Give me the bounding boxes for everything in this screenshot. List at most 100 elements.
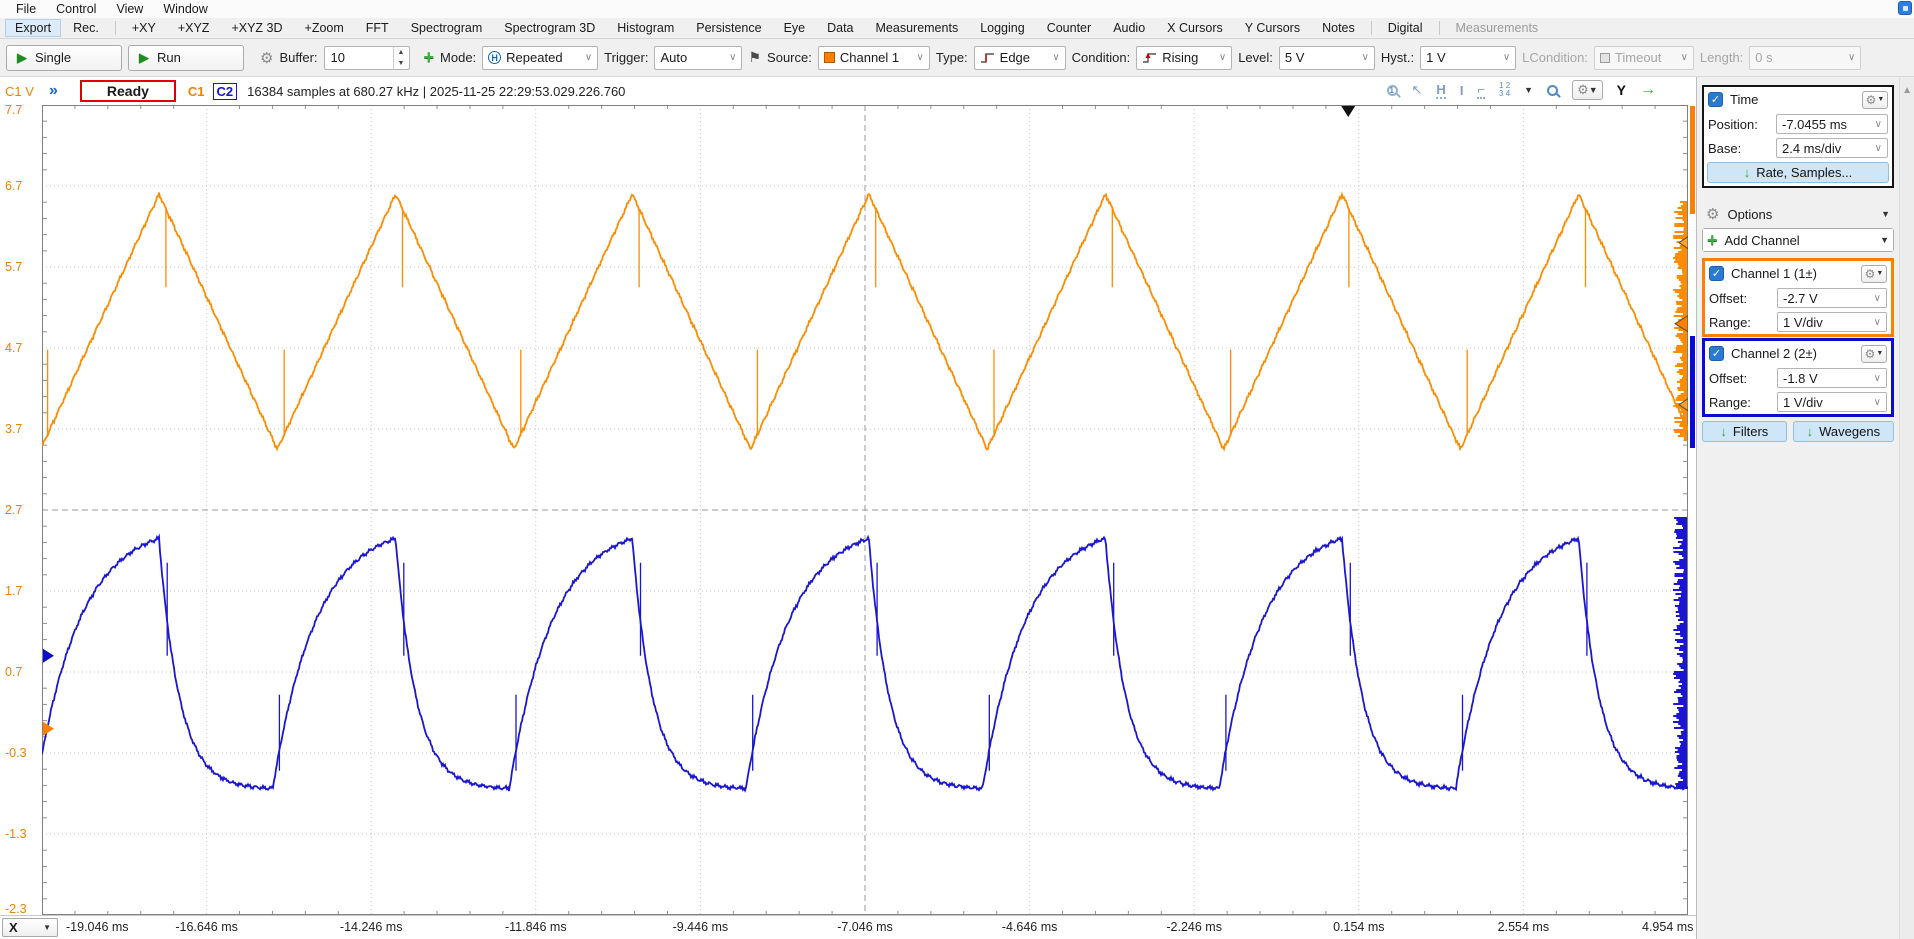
- level-select[interactable]: 5 V ∨: [1278, 45, 1375, 70]
- tab--zoom[interactable]: +Zoom: [304, 21, 344, 35]
- time-settings-button[interactable]: ⚙ ▼: [1862, 90, 1888, 109]
- scroll-up-icon[interactable]: ▲: [1902, 85, 1912, 96]
- time-checkbox[interactable]: ✓: [1708, 92, 1723, 107]
- trigger-select[interactable]: Auto ∨: [654, 45, 743, 70]
- scope-toolbar: ▶ Single ▶ Run ⚙ Buffer: 10 ▲ ▼ + Mode: H…: [0, 39, 1914, 77]
- tab-persistence[interactable]: Persistence: [696, 21, 762, 35]
- menu-item-file[interactable]: File: [16, 2, 37, 16]
- wavegens-button[interactable]: ↓ Wavegens: [1792, 421, 1894, 442]
- source-value: Channel 1: [839, 50, 900, 65]
- zoom-one-icon[interactable]: 1: [1386, 84, 1398, 96]
- tab--xyz[interactable]: +XYZ: [177, 21, 210, 35]
- menu-item-window[interactable]: Window: [163, 2, 208, 16]
- step-down-icon[interactable]: ▼: [397, 59, 405, 67]
- single-button-label: Single: [35, 50, 72, 65]
- channel1-tag[interactable]: C1: [187, 83, 205, 99]
- tab--xy[interactable]: +XY: [131, 21, 156, 35]
- channel1-range-value: 1 V/div: [1783, 314, 1823, 330]
- tab-audio[interactable]: Audio: [1113, 21, 1146, 35]
- y-scroll-channel2[interactable]: [1690, 336, 1695, 448]
- tab-spectrogram[interactable]: Spectrogram: [410, 21, 483, 35]
- zoom-icon[interactable]: [1547, 84, 1559, 96]
- tab-y-cursors[interactable]: Y Cursors: [1244, 21, 1301, 35]
- base-select[interactable]: 2.4 ms/div ∨: [1776, 138, 1888, 158]
- channel1-glitches: [46, 208, 1587, 436]
- mode-label: Mode:: [440, 50, 477, 65]
- channel2-ground-marker: [43, 648, 54, 663]
- plot-canvas[interactable]: [41, 104, 1689, 916]
- channel1-checkbox[interactable]: ✓: [1709, 266, 1724, 281]
- plot-settings-button[interactable]: ⚙ ▼: [1572, 80, 1603, 100]
- app-corner-icon[interactable]: [1898, 1, 1912, 15]
- tab-fft[interactable]: FFT: [365, 21, 389, 35]
- add-channel-button[interactable]: + Add Channel ▼: [1702, 228, 1894, 252]
- rate-samples-button[interactable]: ↓ Rate, Samples...: [1707, 162, 1889, 183]
- tab-counter[interactable]: Counter: [1046, 21, 1092, 35]
- channel1-settings-button[interactable]: ⚙ ▼: [1861, 264, 1887, 283]
- expand-chevrons-icon[interactable]: »: [49, 82, 58, 99]
- channel2-range-select[interactable]: 1 V/div ∨: [1777, 392, 1887, 412]
- waveform-plot[interactable]: [41, 104, 1689, 916]
- tab-x-cursors[interactable]: X Cursors: [1167, 21, 1223, 35]
- y-axis-button[interactable]: Y: [1616, 82, 1626, 98]
- condition-select[interactable]: Rising ∨: [1136, 45, 1233, 70]
- tab-separator: [114, 21, 116, 35]
- menu-item-view[interactable]: View: [116, 2, 144, 16]
- tab-digital[interactable]: Digital: [1387, 21, 1423, 35]
- y-tick-label: 7.7: [5, 103, 23, 117]
- buffer-label: Buffer:: [279, 50, 318, 65]
- tab-spectrogram-3d[interactable]: Spectrogram 3D: [504, 21, 596, 35]
- edge-measure-icon[interactable]: ⌐: [1477, 81, 1486, 99]
- vertical-measure-icon[interactable]: I: [1459, 82, 1464, 98]
- single-button[interactable]: ▶ Single: [6, 44, 122, 71]
- menu-item-control[interactable]: Control: [56, 2, 97, 16]
- pan-right-icon[interactable]: →: [1640, 81, 1656, 98]
- horizontal-measure-icon[interactable]: H: [1436, 81, 1446, 99]
- tab-eye[interactable]: Eye: [783, 21, 806, 35]
- position-select[interactable]: -7.0455 ms ∨: [1776, 114, 1888, 134]
- tab-notes[interactable]: Notes: [1322, 21, 1355, 35]
- filters-button[interactable]: ↓ Filters: [1702, 421, 1787, 442]
- tab-export[interactable]: Export: [5, 19, 62, 37]
- caret-down-icon: ▼: [1881, 209, 1890, 219]
- stepper-arrows[interactable]: ▲ ▼: [392, 46, 409, 69]
- channel2-checkbox[interactable]: ✓: [1709, 346, 1724, 361]
- channel1-offset-value: -2.7 V: [1783, 290, 1818, 306]
- tab--xyz-3d[interactable]: +XYZ 3D: [231, 21, 283, 35]
- channel2-settings-button[interactable]: ⚙ ▼: [1861, 344, 1887, 363]
- tab-measurements[interactable]: Measurements: [1455, 21, 1539, 35]
- tab-rec-[interactable]: Rec.: [73, 21, 99, 35]
- caret-down-icon[interactable]: ▼: [1524, 85, 1534, 95]
- x-axis-button[interactable]: X ▼: [2, 918, 58, 937]
- trigger-value: Auto: [660, 50, 688, 65]
- type-select[interactable]: Edge ∨: [973, 45, 1066, 70]
- mode-select[interactable]: H Repeated ∨: [482, 45, 599, 70]
- run-button[interactable]: ▶ Run: [128, 44, 244, 71]
- buffer-stepper[interactable]: 10 ▲ ▼: [323, 45, 410, 70]
- tab-logging[interactable]: Logging: [980, 21, 1025, 35]
- trigger-flag-icon[interactable]: ⚑: [748, 49, 762, 65]
- repeated-icon: H: [488, 51, 502, 64]
- panel-scrollbar[interactable]: ▲: [1899, 77, 1914, 939]
- down-arrow-icon: ↓: [1806, 424, 1814, 439]
- plus-icon: +: [1707, 229, 1718, 250]
- channels-1234-icon[interactable]: 1 2 3 4: [1499, 81, 1511, 98]
- buffer-gear-icon[interactable]: ⚙: [260, 49, 274, 67]
- tab-measurements[interactable]: Measurements: [875, 21, 959, 35]
- source-select[interactable]: Channel 1 ∨: [817, 45, 930, 70]
- tab-histogram[interactable]: Histogram: [617, 21, 675, 35]
- caret-down-icon: ▼: [43, 923, 51, 932]
- tab-data[interactable]: Data: [827, 21, 854, 35]
- x-tick-label: 0.154 ms: [1333, 920, 1385, 934]
- channel2-offset-select[interactable]: -1.8 V ∨: [1777, 368, 1887, 388]
- hysteresis-select[interactable]: 1 V ∨: [1420, 45, 1517, 70]
- pointer-measure-icon[interactable]: ↖: [1411, 82, 1423, 97]
- options-row[interactable]: ⚙ Options ▼: [1702, 203, 1894, 225]
- channel2-tag[interactable]: C2: [212, 82, 238, 100]
- step-up-icon[interactable]: ▲: [397, 48, 405, 56]
- chevron-down-icon: ∨: [1218, 52, 1227, 63]
- buffer-value: 10: [330, 50, 345, 65]
- y-scroll-channel1[interactable]: [1690, 106, 1695, 214]
- channel1-range-select[interactable]: 1 V/div ∨: [1777, 312, 1887, 332]
- channel1-offset-select[interactable]: -2.7 V ∨: [1777, 288, 1887, 308]
